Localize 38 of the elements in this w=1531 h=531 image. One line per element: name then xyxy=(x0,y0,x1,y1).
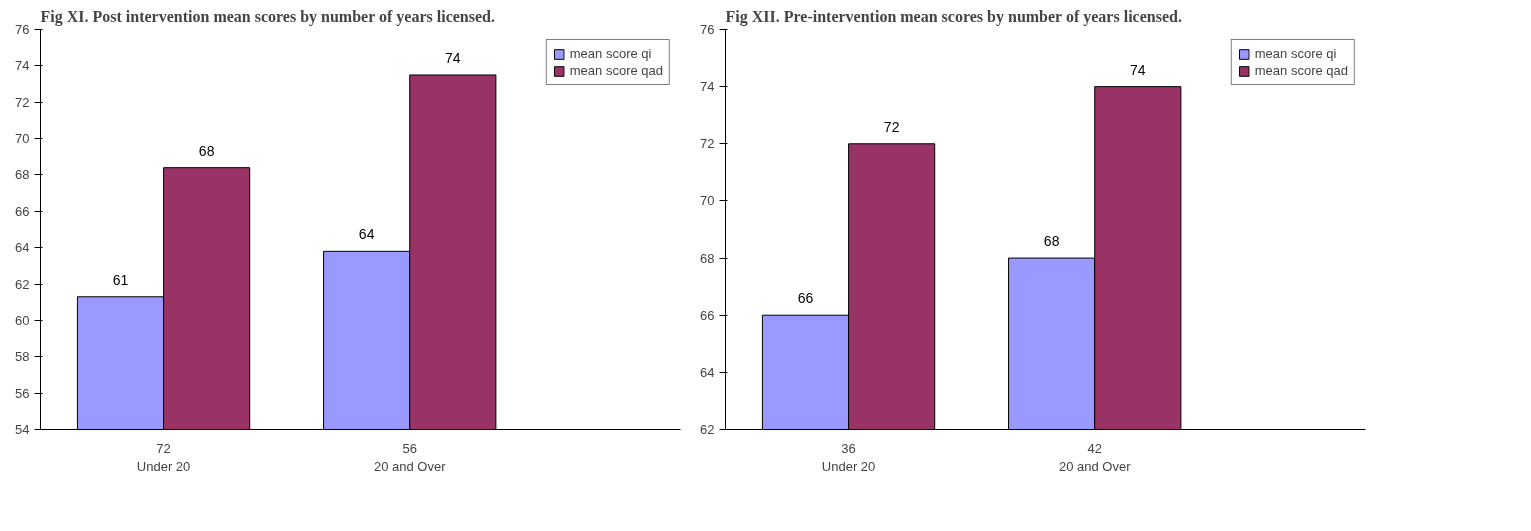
y-tick-label: 72 xyxy=(700,136,715,152)
x-tick-label: 72 Under 20 xyxy=(136,440,191,474)
y-tick-label: 68 xyxy=(700,250,715,266)
chart-title: Fig XII. Pre-intervention mean scores by number of years licensed. xyxy=(725,7,1182,26)
y-tick-label: 60 xyxy=(15,312,30,328)
data-label: 68 xyxy=(1043,233,1060,250)
data-label: 68 xyxy=(198,142,215,159)
y-tick-label: 70 xyxy=(15,131,30,147)
y-tick-label: 68 xyxy=(15,167,30,183)
data-label: 72 xyxy=(883,118,900,135)
x-tick-label: 56 20 and Over xyxy=(373,440,447,474)
y-tick-label: 56 xyxy=(15,385,30,401)
x-tick-label: 36 Under 20 xyxy=(821,440,876,474)
y-tick-label: 76 xyxy=(700,22,715,37)
data-label: 74 xyxy=(1130,61,1146,78)
y-tick-label: 58 xyxy=(15,349,30,365)
y-tick-label: 66 xyxy=(15,203,30,219)
x-tick-label: 42 20 and Over xyxy=(1058,440,1132,474)
y-tick-label: 72 xyxy=(15,94,30,110)
y-tick-label: 74 xyxy=(700,79,715,95)
y-tick-label: 64 xyxy=(700,364,715,380)
chart-title: Fig XI. Post intervention mean scores by number of years licensed. xyxy=(40,7,495,26)
y-tick-label: 70 xyxy=(700,193,715,209)
y-tick-label: 76 xyxy=(15,22,30,37)
legend-label: mean score qi xyxy=(569,46,652,61)
data-label: 74 xyxy=(445,49,461,66)
y-tick-label: 62 xyxy=(700,422,715,437)
data-label: 64 xyxy=(358,226,375,243)
y-tick-label: 74 xyxy=(15,58,30,74)
legend-label: mean score qad xyxy=(1254,63,1348,78)
y-tick-label: 64 xyxy=(15,240,30,256)
data-label: 66 xyxy=(797,290,814,307)
data-label: 61 xyxy=(112,271,129,288)
y-tick-label: 54 xyxy=(15,422,30,437)
legend-label: mean score qad xyxy=(569,63,663,78)
legend-label: mean score qi xyxy=(1254,46,1337,61)
y-tick-label: 66 xyxy=(700,307,715,323)
y-tick-label: 62 xyxy=(15,276,30,292)
